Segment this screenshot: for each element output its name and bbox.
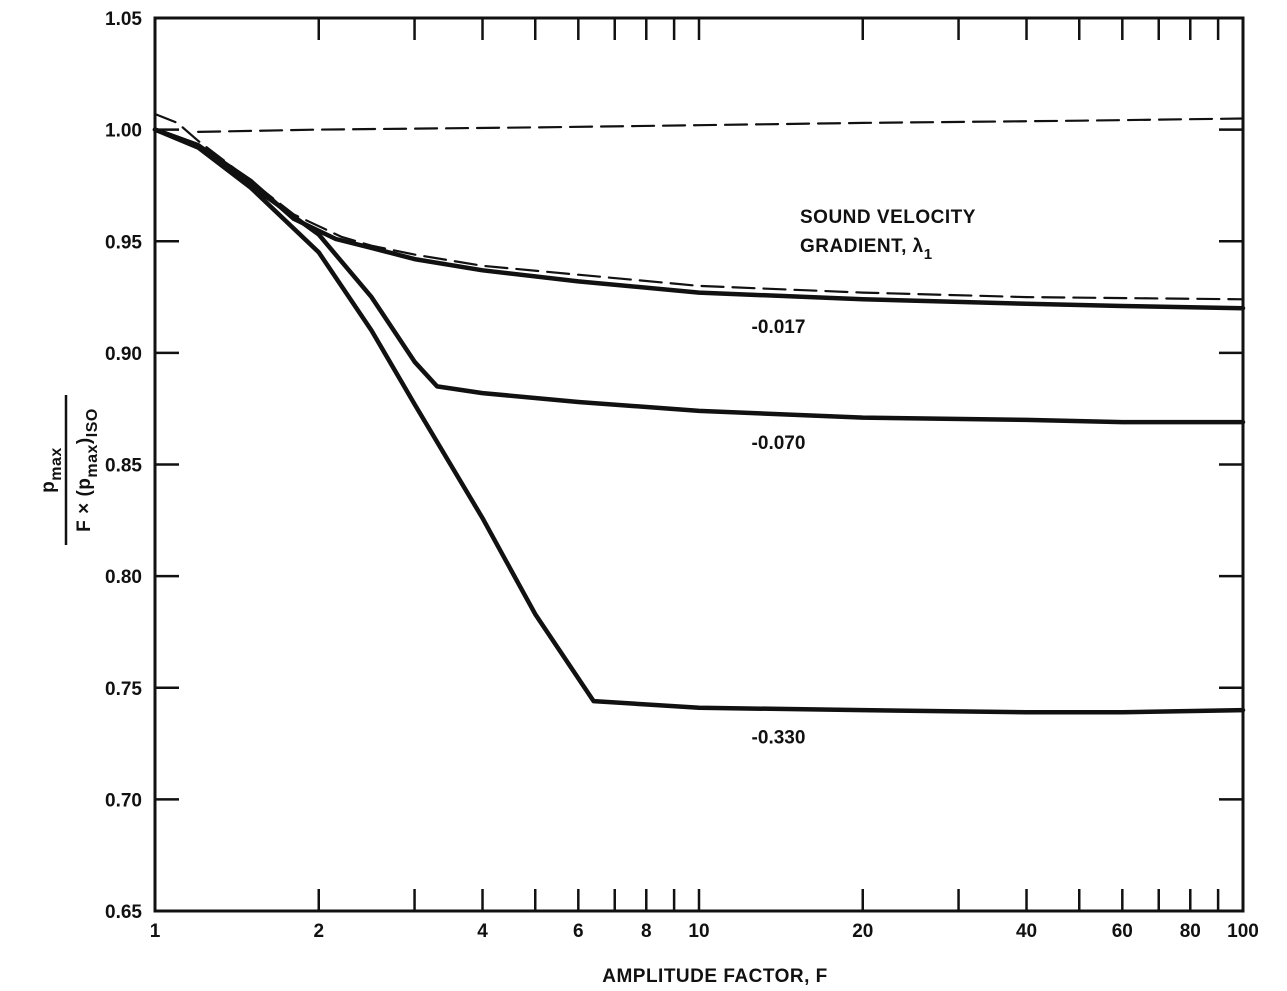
series-labels: -0.017 -0.070 -0.330 — [752, 317, 806, 749]
y-tick-label: 0.90 — [105, 344, 142, 365]
legend-title-line1: SOUND VELOCITY — [800, 207, 976, 228]
x-tick-label: 80 — [1180, 921, 1201, 942]
x-axis-title: AMPLITUDE FACTOR, F — [602, 966, 828, 987]
axis-ticks — [153, 16, 1245, 913]
x-tick-label: 1 — [150, 921, 161, 942]
x-tick-label: 20 — [852, 921, 873, 942]
series-line — [152, 127, 1246, 425]
x-tick-labels: 1 2 4 6 8 10 20 40 60 80 100 — [150, 921, 1259, 942]
y-tick-label: 0.95 — [105, 232, 142, 253]
series-label: -0.070 — [752, 433, 806, 454]
legend-title-line2: GRADIENT, λ1 — [800, 236, 933, 263]
x-tick-label: 8 — [641, 921, 652, 942]
y-axis-numerator: pmax — [38, 447, 65, 493]
plot-frame — [153, 16, 1245, 913]
x-tick-label: 6 — [573, 921, 584, 942]
x-tick-label: 2 — [313, 921, 324, 942]
x-tick-label: 10 — [688, 921, 709, 942]
series-line — [152, 127, 1246, 715]
series-label: -0.017 — [752, 317, 806, 338]
y-tick-label: 0.65 — [105, 902, 142, 923]
x-tick-label: 100 — [1227, 921, 1259, 942]
y-tick-label: 1.05 — [105, 9, 142, 30]
y-axis-title: pmax F × (pmax)ISO — [38, 395, 101, 545]
series-lines — [152, 112, 1246, 715]
series-line — [152, 127, 1246, 311]
x-tick-label: 40 — [1016, 921, 1037, 942]
x-tick-label: 60 — [1112, 921, 1133, 942]
y-tick-label: 0.80 — [105, 567, 142, 588]
dashed-series-line — [197, 117, 1245, 133]
y-tick-label: 1.00 — [105, 121, 142, 142]
dashed-series-line — [153, 112, 1245, 301]
y-axis-denominator: F × (pmax)ISO — [74, 408, 101, 532]
x-tick-label: 4 — [477, 921, 488, 942]
legend-title: SOUND VELOCITY GRADIENT, λ1 — [800, 207, 976, 263]
y-tick-labels: 0.65 0.70 0.75 0.80 0.85 0.90 0.95 1.00 1.05 — [105, 9, 142, 923]
series-label: -0.330 — [752, 728, 806, 749]
y-tick-label: 0.85 — [105, 456, 142, 477]
y-tick-label: 0.70 — [105, 790, 142, 811]
y-tick-label: 0.75 — [105, 679, 142, 700]
